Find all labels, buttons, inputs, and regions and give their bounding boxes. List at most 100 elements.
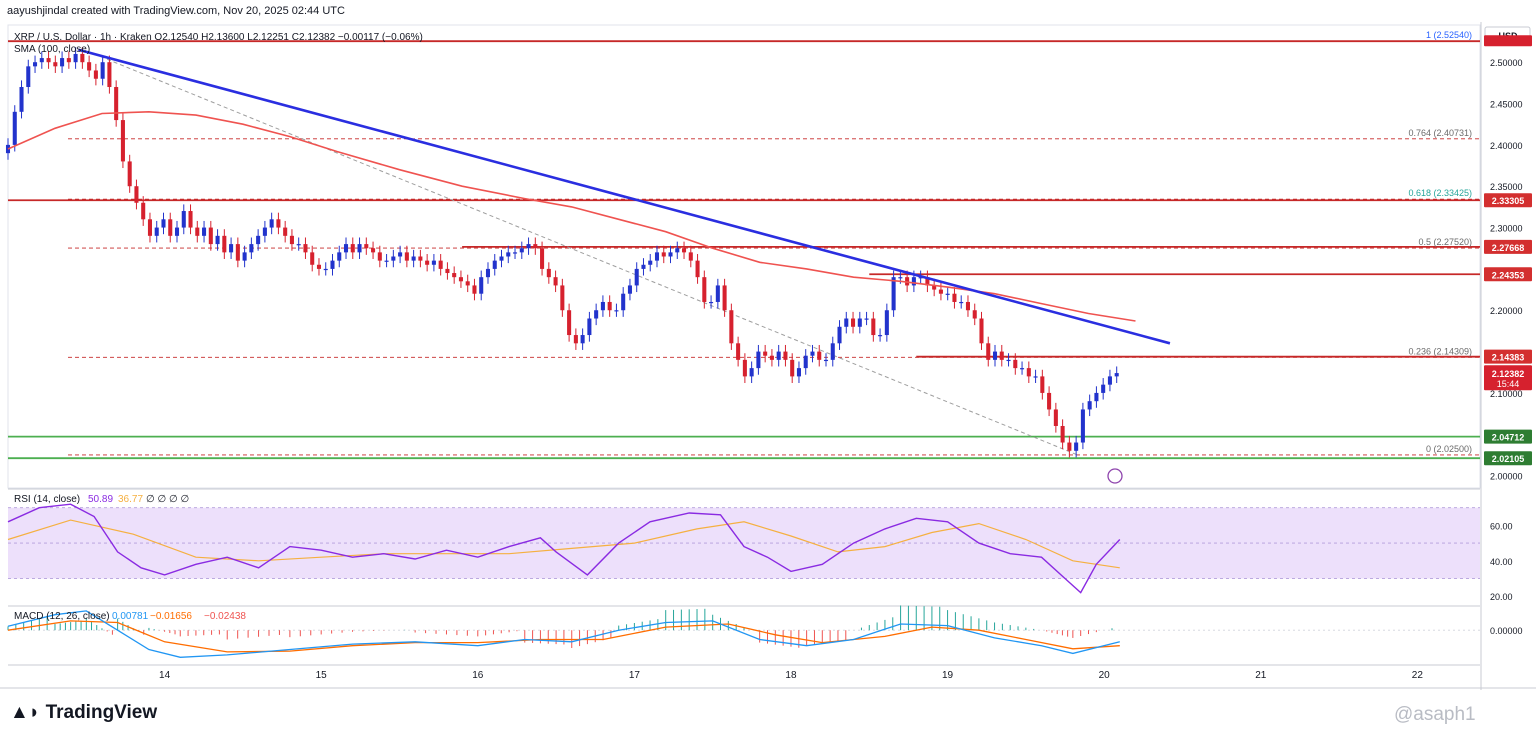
price-axis-label-box — [1484, 349, 1532, 364]
fib-level-label: 1 (2.52540) — [1426, 30, 1472, 40]
candle-body — [445, 268, 450, 274]
candle-body — [5, 144, 11, 154]
candle-body — [39, 58, 44, 63]
candle-body — [120, 120, 125, 162]
price-axis-label: 2.24353 — [1492, 270, 1525, 280]
candle-countdown: 15:44 — [1497, 379, 1520, 389]
candle-body — [857, 318, 862, 327]
fib-level-label: 0.5 (2.27520) — [1418, 237, 1472, 247]
candle-body — [560, 285, 565, 311]
price-axis-tick: 2.45000 — [1490, 100, 1523, 110]
candle-body — [168, 219, 173, 236]
candle-body — [526, 244, 531, 249]
candle-body — [269, 219, 274, 228]
candle-body — [377, 252, 382, 261]
candle-body — [851, 318, 856, 327]
candle-body — [384, 260, 389, 262]
candle-body — [587, 318, 592, 336]
candle-body — [452, 273, 457, 278]
sma-legend: SMA (100, close) — [14, 44, 90, 55]
candle-body — [174, 227, 180, 236]
candle-body — [296, 244, 301, 246]
tradingview-logo[interactable]: ▲◗ TradingView — [10, 702, 157, 724]
candle-body — [262, 227, 267, 236]
time-axis-tick: 16 — [472, 670, 484, 681]
candle-body — [830, 343, 835, 360]
candle-body — [763, 351, 768, 356]
candle-body — [114, 87, 119, 121]
price-axis-label: 2.27668 — [1492, 243, 1525, 253]
rsi-line — [7, 503, 1121, 594]
candle-body — [242, 252, 247, 261]
candle-body — [492, 260, 497, 269]
candle-body — [127, 161, 132, 187]
candle-body — [276, 219, 281, 228]
candle-body — [235, 244, 240, 261]
candle-body — [844, 318, 849, 327]
candle-body — [567, 310, 572, 336]
candle-body — [702, 277, 707, 302]
candle-body — [722, 285, 727, 311]
candle-body — [458, 277, 463, 282]
candle-body — [634, 268, 639, 286]
candle-body — [621, 293, 626, 311]
candle-body — [715, 285, 720, 302]
candle-body — [107, 62, 112, 88]
candle-body — [141, 202, 146, 220]
rsi-axis-tick: 40.00 — [1490, 557, 1513, 567]
candle-body — [945, 293, 950, 295]
candle-body — [796, 368, 801, 377]
candle-body — [891, 277, 896, 311]
candle-body — [783, 351, 788, 360]
candle-body — [884, 310, 889, 336]
candle-body — [756, 351, 761, 369]
rsi-ma-value: 36.77 — [118, 494, 143, 505]
candle-body — [573, 335, 578, 344]
chart-credit: aayushjindal created with TradingView.co… — [7, 5, 345, 17]
candle-body — [1040, 376, 1045, 393]
candle-body — [60, 58, 65, 67]
fib-level-label: 0 (2.02500) — [1426, 444, 1472, 454]
fib-level-label: 0.236 (2.14309) — [1408, 346, 1472, 356]
candle-body — [66, 58, 71, 63]
candle-body — [709, 301, 714, 304]
time-axis-tick: 22 — [1412, 670, 1424, 681]
candle-body — [519, 248, 524, 253]
candle-body — [147, 219, 152, 236]
candle-body — [864, 318, 869, 320]
candle-body — [289, 235, 294, 245]
last-price-label: 2.12382 — [1492, 369, 1525, 379]
price-axis-tick: 2.50000 — [1490, 58, 1523, 68]
main-pane-frame — [7, 24, 1481, 489]
candle-body — [1026, 368, 1031, 377]
last-price-box — [1484, 365, 1532, 391]
candle-body — [641, 264, 646, 269]
candle-body — [364, 244, 369, 249]
time-axis-tick: 17 — [629, 670, 641, 681]
price-axis-label: 2.04712 — [1492, 433, 1525, 443]
candle-body — [303, 244, 308, 253]
candle-body — [330, 260, 335, 269]
candle-body — [790, 359, 795, 377]
candle-body — [350, 244, 355, 253]
candle-body — [479, 277, 484, 294]
candle-body — [1006, 359, 1011, 362]
candle-body — [580, 335, 585, 344]
candle-body — [425, 260, 430, 265]
rsi-value: 50.89 — [88, 494, 113, 505]
candle-body — [12, 111, 17, 145]
price-axis-tick: 2.35000 — [1490, 182, 1523, 192]
macd-line — [7, 610, 1120, 658]
candle-body — [80, 53, 85, 63]
price-axis-label: 2.02105 — [1492, 454, 1525, 464]
candle-body — [1013, 359, 1018, 369]
candle-body — [134, 186, 139, 203]
candle-body — [188, 211, 193, 228]
candle-body — [965, 301, 970, 311]
candle-body — [540, 248, 545, 269]
price-axis-tick: 2.00000 — [1490, 472, 1523, 482]
time-axis-tick: 18 — [785, 670, 797, 681]
time-axis-tick: 14 — [159, 670, 171, 681]
candle-body — [911, 277, 916, 286]
